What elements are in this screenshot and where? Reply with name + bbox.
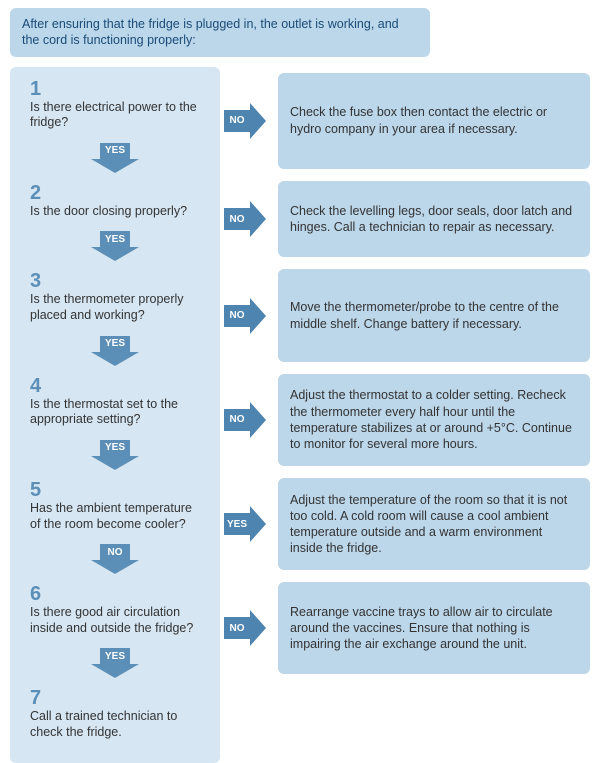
down-arrow-label: NO (100, 544, 130, 560)
answer-box: Rearrange vaccine trays to allow air to … (278, 582, 590, 674)
question-text: Call a trained technician to check the f… (30, 709, 200, 740)
down-arrow-icon: YES (85, 648, 145, 678)
question-text: Is there electrical power to the fridge? (30, 100, 200, 131)
question-column: 5 Has the ambient temperature of the roo… (10, 472, 220, 576)
step-number: 7 (30, 688, 200, 708)
answer-box: Adjust the temperature of the room so th… (278, 478, 590, 570)
question-box: 7 Call a trained technician to check the… (20, 684, 210, 748)
down-arrow-icon: YES (85, 231, 145, 261)
intro-box: After ensuring that the fridge is plugge… (10, 8, 430, 57)
down-arrow-icon: YES (85, 336, 145, 366)
right-arrow-icon: NO (224, 263, 272, 367)
question-box: 1 Is there electrical power to the fridg… (20, 75, 210, 139)
empty-answer (226, 686, 590, 756)
flow-row: 6 Is there good air circulation inside a… (10, 576, 590, 680)
down-arrow-label: YES (100, 440, 130, 456)
down-arrow-label: YES (100, 336, 130, 352)
answer-box: Move the thermometer/probe to the centre… (278, 269, 590, 361)
right-arrow-label: NO (224, 305, 250, 327)
question-box: 2 Is the door closing properly? (20, 179, 210, 228)
right-arrow-label: NO (224, 617, 250, 639)
right-arrow-label: NO (224, 208, 250, 230)
question-text: Is there good air circulation inside and… (30, 605, 200, 636)
down-arrow-label: YES (100, 231, 130, 247)
right-arrow-icon: NO (224, 576, 272, 680)
answer-text: Adjust the thermostat to a colder settin… (290, 387, 578, 452)
question-box: 5 Has the ambient temperature of the roo… (20, 476, 210, 540)
flow-row: 1 Is there electrical power to the fridg… (10, 67, 590, 175)
answer-text: Adjust the temperature of the room so th… (290, 492, 578, 557)
right-arrow-icon: NO (224, 368, 272, 472)
answer-text: Rearrange vaccine trays to allow air to … (290, 604, 578, 653)
question-box: 3 Is the thermometer properly placed and… (20, 267, 210, 331)
question-text: Is the thermostat set to the appropriate… (30, 397, 200, 428)
answer-text: Check the levelling legs, door seals, do… (290, 203, 578, 236)
step-number: 2 (30, 183, 200, 203)
flow-row: 5 Has the ambient temperature of the roo… (10, 472, 590, 576)
step-number: 3 (30, 271, 200, 291)
flow-row: 4 Is the thermostat set to the appropria… (10, 368, 590, 472)
question-column: 3 Is the thermometer properly placed and… (10, 263, 220, 367)
step-number: 6 (30, 584, 200, 604)
question-column: 4 Is the thermostat set to the appropria… (10, 368, 220, 472)
answer-box: Check the levelling legs, door seals, do… (278, 181, 590, 258)
answer-box: Adjust the thermostat to a colder settin… (278, 374, 590, 466)
right-arrow-label: NO (224, 409, 250, 431)
question-box: 6 Is there good air circulation inside a… (20, 580, 210, 644)
answer-text: Check the fuse box then contact the elec… (290, 104, 578, 137)
answer-box: Check the fuse box then contact the elec… (278, 73, 590, 169)
answer-text: Move the thermometer/probe to the centre… (290, 299, 578, 332)
step-number: 1 (30, 79, 200, 99)
question-column: 6 Is there good air circulation inside a… (10, 576, 220, 680)
right-arrow-icon: NO (224, 67, 272, 175)
flow-row: 3 Is the thermometer properly placed and… (10, 263, 590, 367)
flow-row: 2 Is the door closing properly? YES NO C… (10, 175, 590, 264)
down-arrow-label: YES (100, 143, 130, 159)
down-arrow-icon: NO (85, 544, 145, 574)
step-number: 5 (30, 480, 200, 500)
question-column: 2 Is the door closing properly? YES (10, 175, 220, 264)
right-arrow-icon: NO (224, 175, 272, 264)
down-arrow-label: YES (100, 648, 130, 664)
right-arrow-icon: YES (224, 472, 272, 576)
down-arrow-icon: YES (85, 143, 145, 173)
question-text: Is the thermometer properly placed and w… (30, 292, 200, 323)
down-arrow-icon: YES (85, 440, 145, 470)
flow-row: 7 Call a trained technician to check the… (10, 680, 590, 762)
question-text: Has the ambient temperature of the room … (30, 501, 200, 532)
flowchart: 1 Is there electrical power to the fridg… (0, 67, 600, 763)
intro-text: After ensuring that the fridge is plugge… (22, 17, 399, 47)
right-arrow-label: YES (224, 513, 250, 535)
question-column: 7 Call a trained technician to check the… (10, 680, 220, 762)
right-arrow-label: NO (224, 110, 250, 132)
question-column: 1 Is there electrical power to the fridg… (10, 67, 220, 175)
question-text: Is the door closing properly? (30, 204, 200, 220)
step-number: 4 (30, 376, 200, 396)
question-box: 4 Is the thermostat set to the appropria… (20, 372, 210, 436)
